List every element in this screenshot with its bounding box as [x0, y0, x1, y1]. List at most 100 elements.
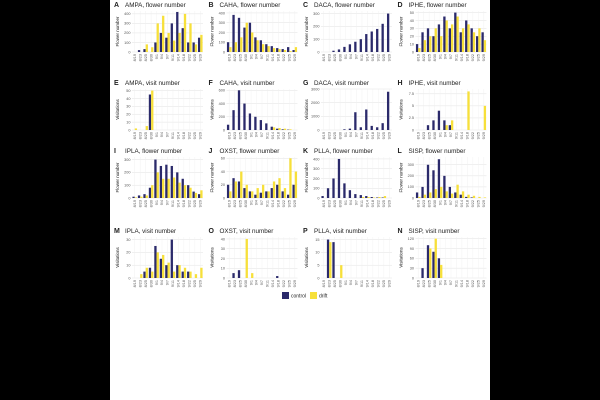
bar [134, 128, 138, 130]
y-tick-label: 100 [219, 41, 225, 45]
bar [156, 23, 159, 52]
x-tick-label: 9/18 [277, 280, 281, 287]
x-tick-label: 9/18 [466, 200, 470, 207]
bar [437, 258, 441, 278]
x-tick-label: 9/22 [377, 54, 381, 61]
bar [270, 46, 273, 52]
bar [483, 40, 487, 52]
y-tick-label: 0 [128, 276, 130, 280]
bar [170, 165, 173, 198]
panel-letter: M [114, 228, 120, 235]
x-tick-label: 9/7 [449, 200, 453, 205]
x-tick-label: 9/14 [366, 200, 370, 207]
y-tick-label: 400 [219, 102, 225, 106]
x-tick-label: 8/19 [227, 132, 231, 139]
x-tick-label: 9/4 [349, 54, 353, 59]
y-tick-label: 200 [313, 177, 319, 181]
bar [337, 158, 341, 198]
x-tick-label: 9/1 [155, 54, 159, 59]
bar [437, 110, 441, 130]
bar [245, 238, 248, 278]
bar [354, 194, 357, 198]
bar [337, 49, 341, 52]
x-tick-label: 9/18 [277, 132, 281, 139]
bar [178, 32, 181, 52]
x-tick-label: 8/23 [138, 132, 142, 139]
x-tick-label: 9/14 [177, 200, 181, 207]
bar [386, 13, 390, 52]
legend-swatch [310, 292, 317, 299]
x-tick-label: 9/25 [382, 132, 386, 139]
x-tick-label: 9/22 [282, 132, 286, 139]
x-tick-label: 9/25 [382, 54, 386, 61]
x-tick-label: 8/25 [333, 132, 337, 139]
y-tick-label: 0 [128, 128, 130, 132]
bar [289, 158, 292, 198]
bar [243, 103, 246, 130]
x-tick-label: 9/18 [182, 132, 186, 139]
x-tick-label: 9/25 [288, 280, 292, 287]
bar [454, 192, 457, 198]
x-tick-label: 9/4 [444, 54, 448, 59]
bar [183, 13, 187, 52]
x-tick-label: 9/25 [477, 200, 481, 207]
x-tick-label: 9/11 [266, 132, 270, 139]
bar [292, 50, 295, 52]
bar [159, 165, 163, 198]
bar [448, 28, 451, 52]
bar [370, 31, 373, 52]
bar [429, 36, 432, 52]
x-tick-label: 9/7 [355, 54, 359, 59]
bar [415, 192, 419, 198]
bar [429, 192, 432, 198]
x-tick-label: 9/25 [288, 54, 292, 61]
bar [289, 51, 292, 52]
bar [156, 172, 159, 198]
bar [423, 194, 426, 198]
bar [187, 271, 190, 278]
x-tick-label: 9/11 [171, 280, 175, 287]
x-tick-label: 8/19 [227, 54, 231, 61]
x-tick-label: 9/4 [160, 54, 164, 59]
x-tick-label: 9/11 [360, 132, 364, 139]
y-tick-label: 0 [317, 128, 319, 132]
y-axis-label: Visitations [115, 247, 120, 268]
x-tick-label: 9/7 [166, 280, 170, 285]
bar [154, 42, 157, 52]
bar [281, 191, 284, 198]
bar [270, 188, 273, 198]
x-tick-label: 9/29 [293, 54, 297, 61]
x-tick-label: 9/1 [249, 54, 253, 59]
x-tick-label: 9/7 [166, 200, 170, 205]
bar [148, 187, 152, 198]
x-tick-label: 9/25 [193, 54, 197, 61]
bar [483, 105, 487, 130]
x-tick-label: 9/4 [160, 132, 164, 137]
bar [445, 125, 448, 130]
bar [172, 40, 176, 52]
panel-title: DACA, flower number [314, 2, 375, 9]
bar [189, 23, 192, 52]
y-tick-label: 50 [126, 89, 130, 93]
bar [232, 14, 235, 52]
x-tick-label: 9/11 [171, 54, 175, 61]
y-tick-label: 60 [410, 257, 414, 261]
bar [434, 238, 437, 278]
y-axis-label: Visitations [304, 247, 309, 268]
x-tick-label: 9/4 [255, 132, 259, 137]
bar [251, 32, 254, 52]
bar [421, 32, 424, 52]
panel-title: AMPA, flower number [125, 2, 186, 9]
x-tick-label: 9/7 [449, 280, 453, 285]
bar [183, 185, 187, 198]
bar [432, 120, 435, 130]
x-tick-label: 9/14 [460, 280, 464, 287]
bar [167, 32, 170, 52]
x-tick-label: 8/25 [427, 200, 431, 207]
panel-letter: B [209, 2, 214, 9]
bar [361, 197, 365, 198]
x-tick-label: 9/25 [193, 132, 197, 139]
x-tick-label: 8/19 [416, 200, 420, 207]
bar [483, 197, 487, 198]
bar [472, 32, 476, 52]
